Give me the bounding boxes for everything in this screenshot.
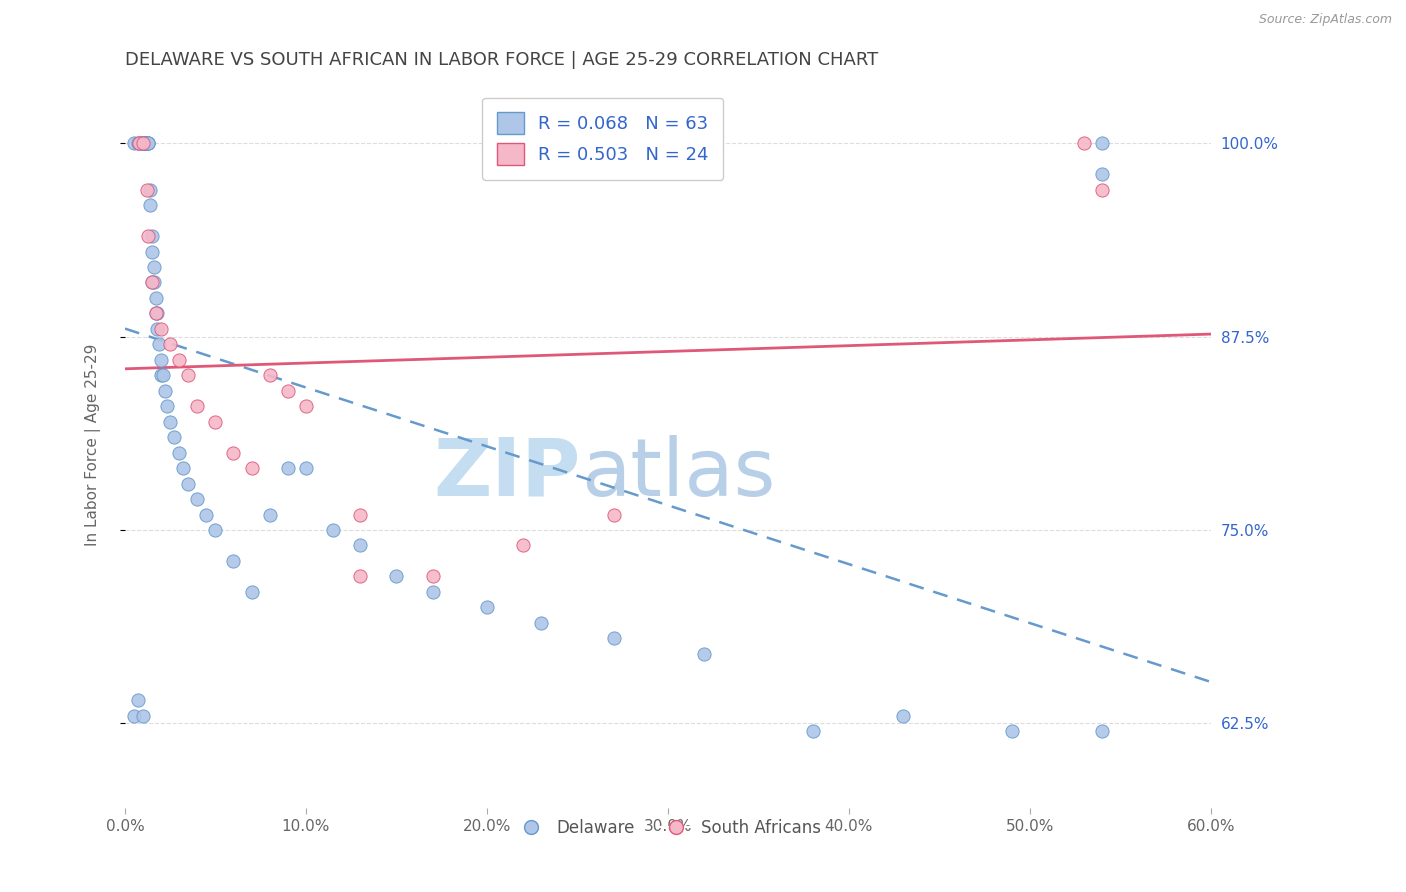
Point (222, 445, 245, 459)
Text: ZIP: ZIP (433, 435, 581, 513)
Point (135, 183, 157, 197)
Point (134, 136, 156, 151)
Point (1091, 136, 1114, 151)
Point (204, 523, 226, 537)
Point (127, 136, 149, 151)
Point (146, 306, 169, 320)
Point (512, 538, 534, 552)
Point (177, 368, 200, 383)
Point (602, 632, 624, 646)
Point (127, 693, 149, 707)
Point (132, 136, 155, 151)
Point (277, 384, 299, 398)
Point (186, 491, 208, 506)
Point (349, 508, 371, 522)
Point (132, 136, 155, 151)
Point (134, 136, 156, 151)
Legend: Delaware, South Africans: Delaware, South Africans (508, 813, 828, 844)
Text: atlas: atlas (581, 435, 775, 513)
Point (1091, 724, 1114, 739)
Point (277, 461, 299, 475)
Point (150, 322, 173, 336)
Point (349, 569, 371, 583)
Point (152, 368, 174, 383)
Point (134, 136, 156, 151)
Point (1091, 183, 1114, 197)
Point (295, 461, 318, 475)
Point (1001, 724, 1024, 739)
Point (145, 306, 167, 320)
Point (422, 569, 444, 583)
Point (148, 337, 170, 351)
Point (163, 430, 186, 444)
Point (159, 337, 181, 351)
Point (129, 136, 152, 151)
Point (135, 136, 157, 151)
Point (385, 569, 408, 583)
Point (138, 229, 160, 244)
Point (132, 708, 155, 723)
Point (138, 136, 160, 151)
Point (167, 352, 190, 367)
Point (142, 276, 165, 290)
Point (155, 399, 177, 413)
Point (422, 585, 444, 599)
Point (138, 136, 160, 151)
Point (141, 229, 163, 244)
Point (186, 399, 208, 413)
Point (138, 136, 160, 151)
Point (150, 368, 173, 383)
Point (142, 260, 165, 274)
Point (475, 600, 498, 615)
Point (240, 461, 263, 475)
Point (1073, 136, 1095, 151)
Point (139, 198, 162, 212)
Point (135, 136, 157, 151)
Point (122, 136, 145, 151)
Point (602, 508, 624, 522)
Point (295, 399, 318, 413)
Point (172, 461, 194, 475)
Text: Source: ZipAtlas.com: Source: ZipAtlas.com (1258, 13, 1392, 27)
Point (891, 708, 914, 723)
Point (128, 136, 150, 151)
Point (159, 415, 181, 429)
Point (349, 538, 371, 552)
Point (150, 352, 173, 367)
Point (146, 322, 169, 336)
Point (322, 523, 344, 537)
Point (222, 554, 245, 568)
Point (259, 368, 281, 383)
Point (128, 136, 150, 151)
Point (195, 508, 218, 522)
Text: DELAWARE VS SOUTH AFRICAN IN LABOR FORCE | AGE 25-29 CORRELATION CHART: DELAWARE VS SOUTH AFRICAN IN LABOR FORCE… (125, 51, 879, 69)
Point (177, 476, 200, 491)
Point (132, 136, 155, 151)
Point (204, 415, 226, 429)
Point (240, 585, 263, 599)
Point (145, 291, 167, 305)
Point (259, 508, 281, 522)
Point (145, 306, 167, 320)
Point (167, 445, 190, 459)
Point (122, 708, 145, 723)
Point (141, 276, 163, 290)
Point (530, 615, 553, 630)
Y-axis label: In Labor Force | Age 25-29: In Labor Force | Age 25-29 (86, 343, 101, 546)
Point (153, 384, 176, 398)
Point (141, 244, 163, 259)
Point (135, 136, 157, 151)
Point (693, 647, 716, 661)
Point (139, 183, 162, 197)
Point (1091, 167, 1114, 181)
Point (132, 136, 155, 151)
Point (801, 724, 824, 739)
Point (141, 276, 163, 290)
